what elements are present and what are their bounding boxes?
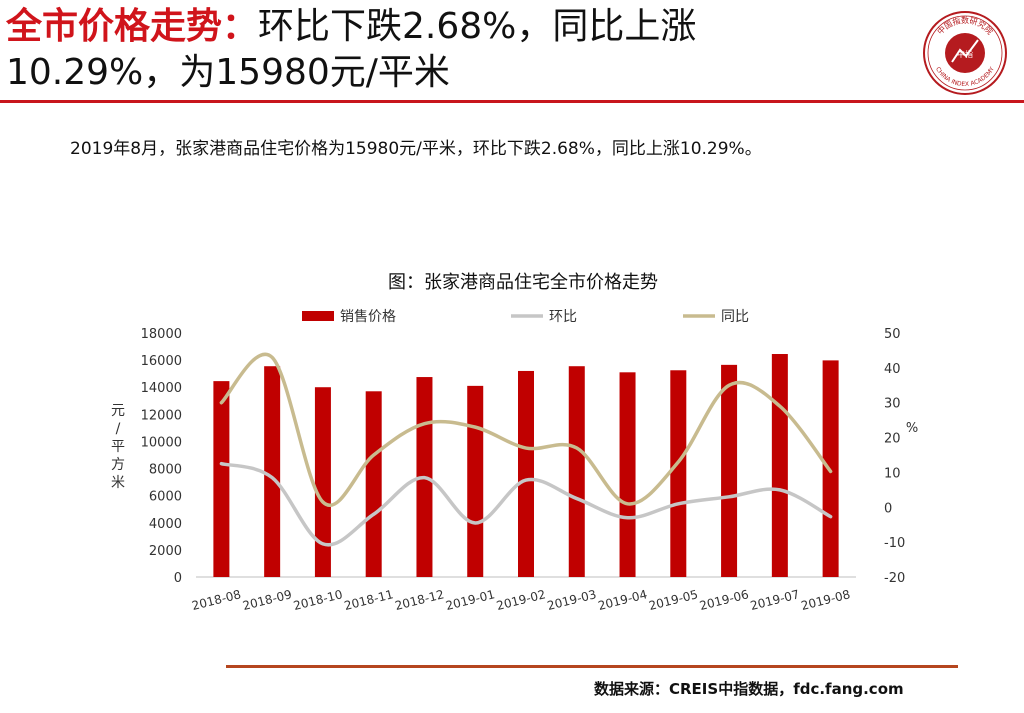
legend-swatch-bar xyxy=(302,311,334,321)
y-right-tick-label: 20 xyxy=(884,432,901,447)
y-left-tick-label: 12000 xyxy=(141,408,182,423)
x-tick-label: 2019-07 xyxy=(749,587,801,613)
y-left-tick-label: 18000 xyxy=(141,327,182,342)
bar-sales-price xyxy=(467,386,483,577)
y-right-tick-label: -20 xyxy=(884,571,905,586)
x-tick-label: 2019-06 xyxy=(698,587,750,613)
bar-sales-price xyxy=(670,370,686,577)
y-right-tick-label: 40 xyxy=(884,362,901,377)
bar-sales-price xyxy=(518,371,534,577)
data-source: 数据来源：CREIS中指数据，fdc.fang.com xyxy=(594,678,904,699)
bar-sales-price xyxy=(366,391,382,577)
legend-label: 环比 xyxy=(549,309,577,325)
x-tick-label: 2019-05 xyxy=(647,587,699,613)
x-tick-label: 2019-02 xyxy=(495,587,547,613)
x-tick-label: 2018-10 xyxy=(292,587,344,613)
bar-sales-price xyxy=(620,372,636,577)
bar-sales-price xyxy=(264,366,280,577)
chart-title: 图：张家港商品住宅全市价格走势 xyxy=(388,272,658,293)
y-left-axis-label: / xyxy=(116,421,121,437)
y-left-tick-label: 4000 xyxy=(149,517,182,532)
y-left-tick-label: 10000 xyxy=(141,435,182,450)
y-right-axis-label: % xyxy=(906,421,918,436)
y-left-tick-label: 8000 xyxy=(149,463,182,478)
y-left-axis-label: 元 xyxy=(111,403,125,419)
bar-sales-price xyxy=(569,366,585,577)
y-left-tick-label: 14000 xyxy=(141,381,182,396)
y-left-tick-label: 2000 xyxy=(149,544,182,559)
bar-sales-price xyxy=(772,354,788,577)
x-tick-label: 2018-09 xyxy=(241,587,293,613)
y-left-tick-label: 16000 xyxy=(141,354,182,369)
chart-axes: 1800016000140001200010000800060004000200… xyxy=(111,327,918,613)
x-tick-label: 2019-01 xyxy=(444,587,496,613)
chart-legend: 销售价格 环比 同比 xyxy=(302,309,749,325)
y-right-tick-label: 30 xyxy=(884,397,901,412)
legend-label: 销售价格 xyxy=(340,309,396,325)
bar-sales-price xyxy=(721,365,737,577)
footer-divider xyxy=(226,665,958,668)
y-left-axis-label: 方 xyxy=(111,457,125,473)
y-left-axis-label: 米 xyxy=(111,475,125,491)
x-tick-label: 2018-11 xyxy=(343,587,395,613)
y-right-tick-label: 0 xyxy=(884,501,892,516)
x-tick-label: 2018-12 xyxy=(393,587,445,613)
bar-sales-price xyxy=(213,381,229,577)
y-left-tick-label: 6000 xyxy=(149,490,182,505)
y-left-tick-label: 0 xyxy=(174,571,182,586)
x-tick-label: 2019-08 xyxy=(800,587,852,613)
x-tick-label: 2019-04 xyxy=(597,587,649,613)
x-tick-label: 2019-03 xyxy=(546,587,598,613)
bar-sales-price xyxy=(315,387,331,577)
legend-label: 同比 xyxy=(721,309,749,325)
y-left-axis-label: 平 xyxy=(111,439,125,455)
y-right-tick-label: -10 xyxy=(884,536,905,551)
x-tick-label: 2018-08 xyxy=(190,587,242,613)
y-right-tick-label: 50 xyxy=(884,327,901,342)
y-right-tick-label: 10 xyxy=(884,466,901,481)
